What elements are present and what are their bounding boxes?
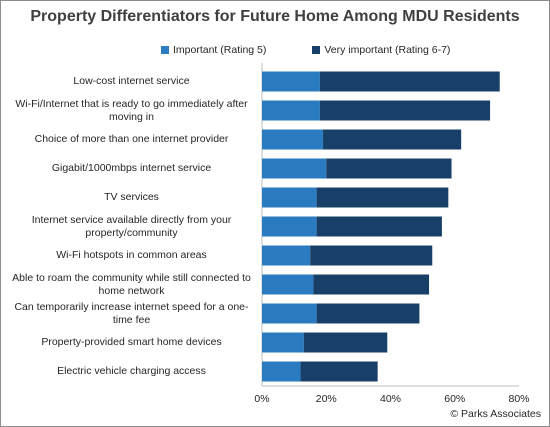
category-label: Wi-Fi/Internet that is ready to go immed… <box>15 97 248 123</box>
category-label: TV services <box>104 191 159 203</box>
bar-segment-very-important <box>313 274 430 295</box>
category-label: Internet service available directly from… <box>31 213 232 239</box>
category-label: Low-cost internet service <box>73 75 190 87</box>
category-label: Property-provided smart home devices <box>41 336 222 348</box>
bar-segment-important <box>262 129 324 150</box>
category-label: Gigabit/1000mbps internet service <box>51 162 212 174</box>
x-tick-label: 0% <box>254 393 269 405</box>
chart-title: Property Differentiators for Future Home… <box>30 8 520 25</box>
bar-segment-very-important <box>310 245 433 266</box>
bar-segment-important <box>262 158 327 179</box>
bar-segment-very-important <box>319 71 500 92</box>
bar-segment-important <box>262 245 311 266</box>
bar-segment-important <box>262 303 317 324</box>
bar-segment-very-important <box>323 129 462 150</box>
category-label: Electric vehicle charging access <box>57 365 206 377</box>
category-label: Choice of more than one internet provide… <box>34 133 229 145</box>
category-label: Able to roam the community while still c… <box>12 271 251 297</box>
category-label: Can temporarily increase internet speed … <box>14 300 249 326</box>
legend-label-important: Important (Rating 5) <box>173 44 267 56</box>
bar-segment-important <box>262 71 320 92</box>
bar-segment-very-important <box>326 158 452 179</box>
x-tick-label: 60% <box>444 393 465 405</box>
legend-label-very-important: Very important (Rating 6-7) <box>324 44 451 56</box>
legend-item-very-important: Very important (Rating 6-7) <box>312 44 450 56</box>
source-credit: © Parks Associates <box>450 408 541 420</box>
legend-item-important: Important (Rating 5) <box>161 44 266 56</box>
bar-segment-important <box>262 361 301 382</box>
bar-segment-very-important <box>300 361 378 382</box>
x-tick-label: 40% <box>380 393 401 405</box>
bar-segment-very-important <box>319 100 491 121</box>
legend: Important (Rating 5) Very important (Rat… <box>161 43 496 57</box>
legend-swatch-very-important <box>312 46 321 54</box>
x-tick-label: 20% <box>316 393 337 405</box>
bar-segment-important <box>262 332 304 353</box>
bar-segment-important <box>262 274 314 295</box>
category-label: Wi-Fi hotspots in common areas <box>56 249 207 261</box>
bar-segment-very-important <box>316 216 442 237</box>
x-tick-label: 80% <box>508 393 529 405</box>
bar-segment-important <box>262 100 320 121</box>
bar-segment-very-important <box>316 187 449 208</box>
bar-segment-important <box>262 187 317 208</box>
bar-segment-very-important <box>303 332 388 353</box>
bar-segment-very-important <box>316 303 420 324</box>
legend-swatch-important <box>161 46 169 54</box>
bar-segment-important <box>262 216 317 237</box>
